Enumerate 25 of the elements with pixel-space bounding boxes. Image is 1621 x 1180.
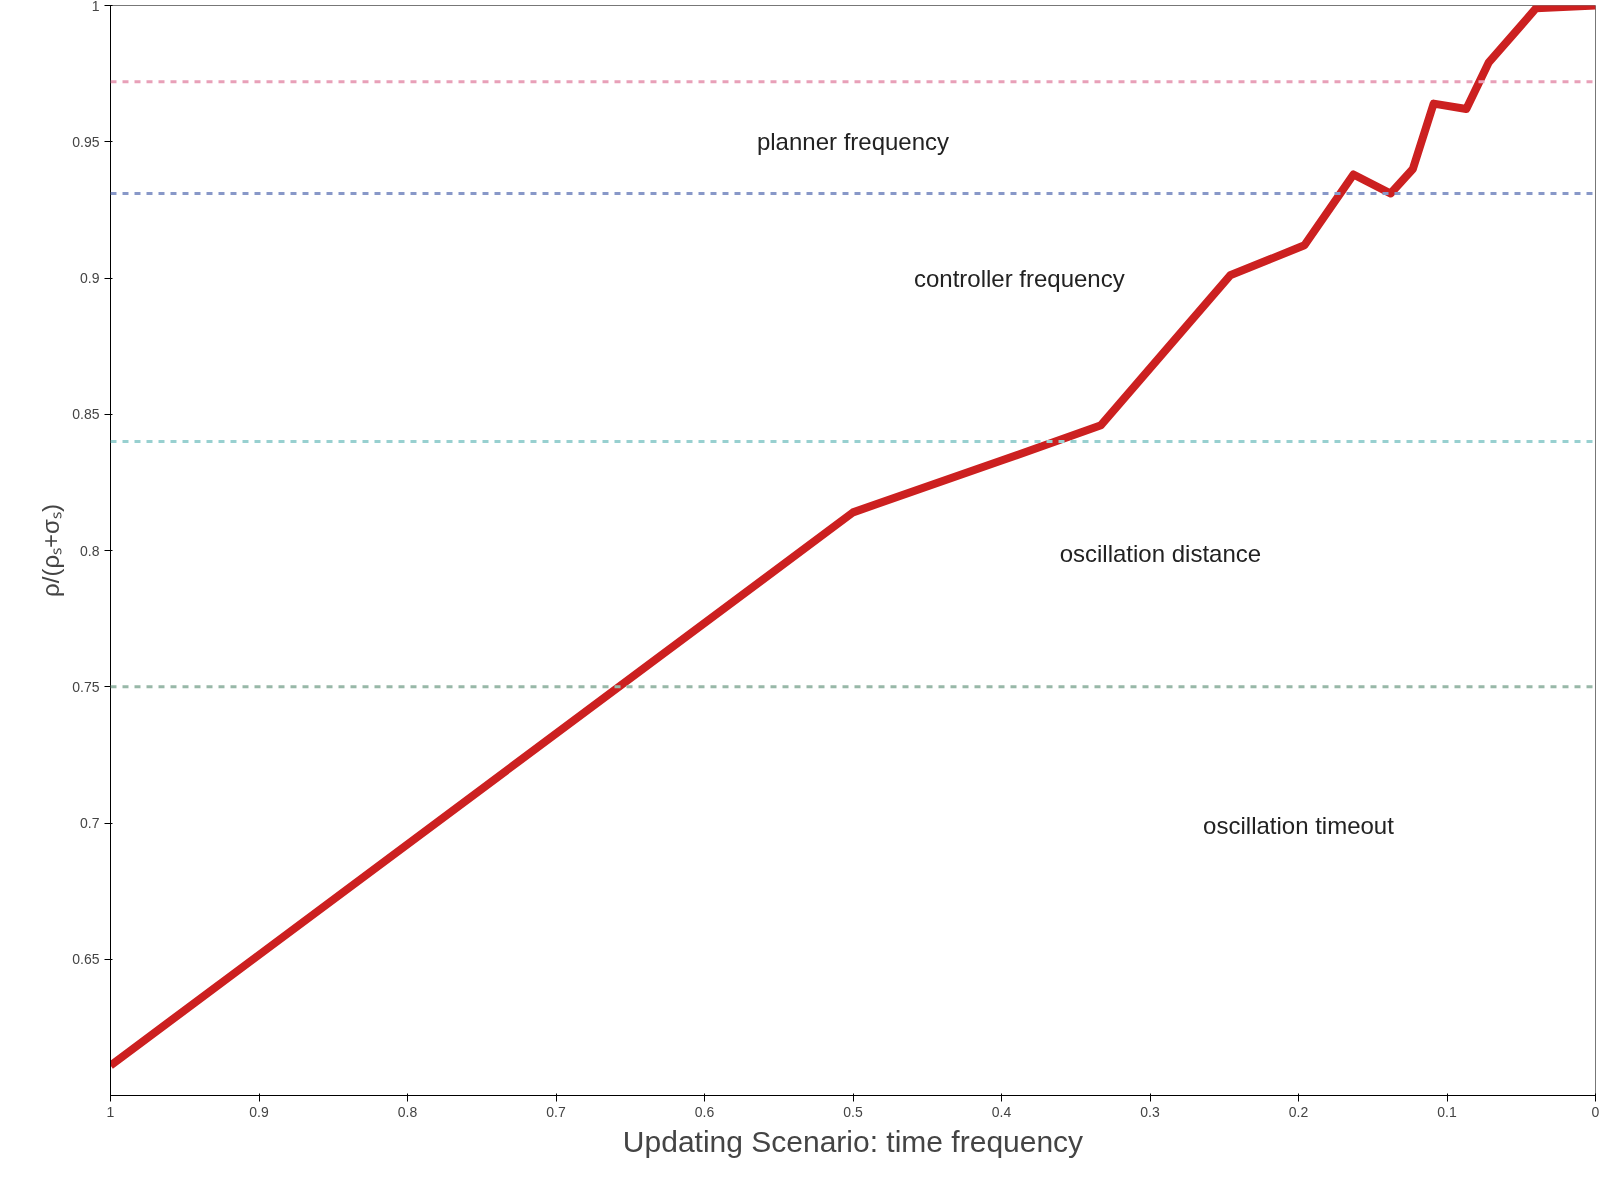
x-tick-label: 0.1 [1437,1103,1457,1120]
x-tick-label: 0 [1591,1103,1600,1120]
annotation: planner frequency [756,128,950,156]
y-tick-label: 0.85 [72,406,100,423]
y-tick-label: 0.95 [72,133,100,150]
x-tick-label: 0.4 [991,1103,1012,1120]
x-axis-title: Updating Scenario: time frequency [622,1124,1084,1158]
x-tick-label: 0.3 [1140,1103,1160,1120]
y-tick-label: 0.8 [80,542,100,559]
x-tick-label: 0.2 [1288,1103,1309,1120]
annotation: controller frequency [913,264,1125,292]
y-axis-title: ρ/(ρₛ+σₛ) [37,504,65,597]
y-tick-label: 0.75 [72,678,100,695]
x-tick-label: 0.8 [397,1103,418,1120]
y-tick-label: 0.9 [80,270,100,286]
annotation: oscillation distance [1059,539,1262,567]
x-tick-label: 0.5 [843,1103,863,1120]
x-tick-label: 0.7 [546,1103,566,1120]
x-tick-label: 1 [106,1103,115,1120]
y-tick-label: 0.65 [72,951,100,968]
annotation: oscillation timeout [1203,812,1395,840]
y-tick-label: 0.7 [80,815,100,831]
y-tick-label: 1 [91,0,100,14]
x-tick-label: 0.9 [249,1103,269,1120]
x-tick-label: 0.6 [694,1103,715,1120]
